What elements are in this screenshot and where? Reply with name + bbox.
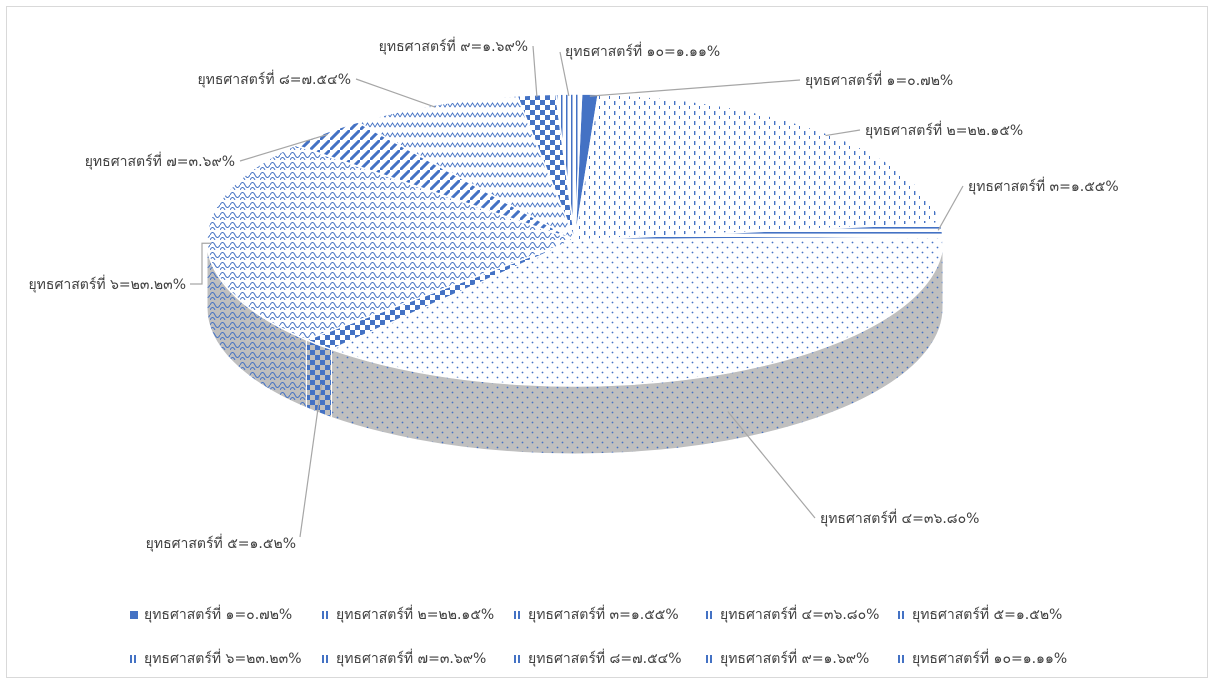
leader-line-3 xyxy=(937,185,964,231)
legend-item-8: ยุทธศาสตร์ที่ ๘=๗.๕๔% xyxy=(514,648,706,670)
legend-label-2: ยุทธศาสตร์ที่ ๒=๒๒.๑๕% xyxy=(336,607,495,623)
legend-item-6: ยุทธศาสตร์ที่ ๖=๒๓.๒๓% xyxy=(130,648,322,670)
legend-label-6: ยุทธศาสตร์ที่ ๖=๒๓.๒๓% xyxy=(144,651,302,667)
leader-line-6 xyxy=(190,242,212,285)
legend-item-2: ยุทธศาสตร์ที่ ๒=๒๒.๑๕% xyxy=(322,604,514,626)
legend-label-10: ยุทธศาสตร์ที่ ๑๐=๑.๑๑% xyxy=(912,651,1068,667)
data-label-4: ยุทธศาสตร์ที่ ๔=๓๖.๘๐% xyxy=(820,509,979,527)
legend-swatch-9 xyxy=(706,655,714,663)
legend-swatch-8 xyxy=(514,655,522,663)
data-label-1: ยุทธศาสตร์ที่ ๑=๐.๗๒% xyxy=(805,71,953,89)
leader-line-7 xyxy=(239,133,328,162)
pie-slice-2 xyxy=(574,93,942,241)
data-label-2: ยุทธศาสตร์ที่ ๒=๒๒.๑๕% xyxy=(865,121,1023,139)
legend-swatch-10 xyxy=(898,655,906,663)
legend-label-7: ยุทธศาสตร์ที่ ๗=๓.๖๙% xyxy=(336,651,487,667)
legend-label-9: ยุทธศาสตร์ที่ ๙=๑.๖๙% xyxy=(720,651,870,667)
leader-line-5 xyxy=(299,384,323,538)
leader-line-8 xyxy=(355,78,436,108)
legend-label-8: ยุทธศาสตร์ที่ ๘=๗.๕๔% xyxy=(528,651,682,667)
data-label-3: ยุทธศาสตร์ที่ ๓=๑.๕๕% xyxy=(968,177,1119,195)
legend-item-3: ยุทธศาสตร์ที่ ๓=๑.๕๕% xyxy=(514,604,706,626)
legend-label-4: ยุทธศาสตร์ที่ ๔=๓๖.๘๐% xyxy=(720,607,880,623)
legend-item-4: ยุทธศาสตร์ที่ ๔=๓๖.๘๐% xyxy=(706,604,898,626)
data-label-8: ยุทธศาสตร์ที่ ๘=๗.๕๔% xyxy=(197,70,351,88)
legend-item-1: ยุทธศาสตร์ที่ ๑=๐.๗๒% xyxy=(130,604,322,626)
legend-label-3: ยุทธศาสตร์ที่ ๓=๑.๕๕% xyxy=(528,607,679,623)
data-label-7: ยุทธศาสตร์ที่ ๗=๓.๖๙% xyxy=(85,152,235,170)
legend-item-5: ยุทธศาสตร์ที่ ๕=๑.๕๒% xyxy=(898,604,1090,626)
legend-swatch-6 xyxy=(130,655,138,663)
pie-slice-4 xyxy=(329,236,944,387)
legend-label-1: ยุทธศาสตร์ที่ ๑=๐.๗๒% xyxy=(144,607,293,623)
legend-item-9: ยุทธศาสตร์ที่ ๙=๑.๖๙% xyxy=(706,648,898,670)
chart-legend: ยุทธศาสตร์ที่ ๑=๐.๗๒% ยุทธศาสตร์ที่ ๒=๒๒.… xyxy=(130,602,1110,690)
legend-swatch-7 xyxy=(322,655,330,663)
leader-line-9 xyxy=(532,45,538,97)
legend-swatch-2 xyxy=(322,611,330,619)
leader-line-4 xyxy=(727,411,816,519)
legend-item-10: ยุทธศาสตร์ที่ ๑๐=๑.๑๑% xyxy=(898,648,1090,670)
legend-swatch-3 xyxy=(514,611,522,619)
legend-swatch-1 xyxy=(130,611,138,619)
legend-swatch-4 xyxy=(706,611,714,619)
pie-slice-8 xyxy=(355,95,577,242)
leader-line-1 xyxy=(589,79,801,97)
legend-row: ยุทธศาสตร์ที่ ๖=๒๓.๒๓% ยุทธศาสตร์ที่ ๗=๓.… xyxy=(130,646,1110,672)
data-label-5: ยุทธศาสตร์ที่ ๕=๑.๕๒% xyxy=(146,534,296,552)
legend-label-5: ยุทธศาสตร์ที่ ๕=๑.๕๒% xyxy=(912,607,1063,623)
leader-line-10 xyxy=(559,51,570,97)
data-label-10: ยุทธศาสตร์ที่ ๑๐=๑.๑๑% xyxy=(565,42,720,60)
legend-row: ยุทธศาสตร์ที่ ๑=๐.๗๒% ยุทธศาสตร์ที่ ๒=๒๒.… xyxy=(130,602,1110,628)
data-label-9: ยุทธศาสตร์ที่ ๙=๑.๖๙% xyxy=(379,37,528,55)
legend-item-7: ยุทธศาสตร์ที่ ๗=๓.๖๙% xyxy=(322,648,514,670)
legend-swatch-5 xyxy=(898,611,906,619)
data-label-6: ยุทธศาสตร์ที่ ๖=๒๓.๒๓% xyxy=(28,275,186,293)
leader-line-2 xyxy=(825,129,861,137)
